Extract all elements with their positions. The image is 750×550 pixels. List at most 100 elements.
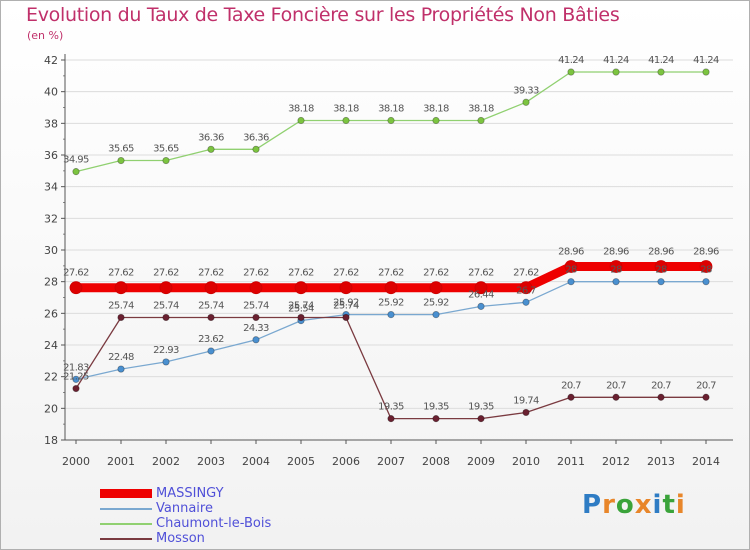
data-point-massingy: [429, 281, 443, 295]
logo-letter: o: [615, 490, 635, 520]
logo-letter: i: [675, 490, 686, 520]
legend-label: Mosson: [156, 531, 205, 546]
legend-label: Chaumont-le-Bois: [156, 516, 272, 531]
x-tick-label: 2004: [242, 455, 270, 468]
data-point-chaumont-le-bois: [162, 156, 170, 165]
data-label-chaumont-le-bois: 35.65: [153, 144, 179, 155]
data-label-massingy: 27.62: [288, 268, 314, 279]
data-label-vannaire: 25.54: [288, 304, 314, 315]
y-tick-label: 38: [44, 117, 58, 130]
chart-subtitle: (en %): [27, 29, 64, 42]
legend: MASSINGY Vannaire Chaumont-le-Bois Mosson: [100, 486, 271, 546]
data-point-vannaire: [702, 278, 710, 286]
x-tick-label: 2008: [422, 455, 450, 468]
legend-item-mosson: Mosson: [100, 531, 271, 546]
data-label-mosson: 19.74: [513, 395, 539, 406]
series-line-vannaire: [75, 281, 707, 381]
data-label-vannaire: 23.62: [198, 334, 224, 345]
data-label-vannaire: 22.48: [108, 352, 134, 363]
data-label-mosson: 25.74: [153, 300, 179, 311]
data-label-chaumont-le-bois: 38.18: [288, 103, 314, 114]
data-label-chaumont-le-bois: 38.18: [378, 103, 404, 114]
data-point-chaumont-le-bois: [297, 116, 305, 125]
data-label-vannaire: 22.93: [153, 345, 179, 356]
x-tick-label: 2007: [377, 455, 405, 468]
grid-lines: [65, 59, 733, 441]
data-point-massingy: [294, 281, 308, 295]
data-point-chaumont-le-bois: [612, 68, 620, 76]
data-point-chaumont-le-bois: [72, 168, 80, 176]
data-label-massingy: 27.62: [243, 268, 269, 279]
y-tick-label: 32: [44, 212, 58, 225]
data-point-massingy: [474, 281, 488, 295]
data-label-chaumont-le-bois: 41.24: [558, 55, 584, 66]
legend-swatch: [100, 507, 152, 510]
data-point-massingy: [609, 260, 623, 273]
data-label-vannaire: 25.92: [333, 298, 359, 309]
data-point-mosson: [477, 415, 485, 423]
data-label-chaumont-le-bois: 38.18: [468, 103, 494, 114]
data-label-mosson: 25.74: [333, 300, 359, 311]
legend-item-vannaire: Vannaire: [100, 501, 271, 516]
data-point-vannaire: [612, 278, 620, 286]
data-label-massingy: 27.62: [198, 268, 224, 279]
logo-letter: t: [662, 490, 676, 520]
logo-letter: i: [652, 490, 663, 520]
x-tick-label: 2003: [197, 455, 225, 468]
data-label-mosson: 19.35: [468, 402, 494, 413]
data-label-massingy: 28.96: [603, 246, 629, 257]
y-tick-label: 34: [44, 181, 58, 194]
data-label-vannaire: 28: [700, 265, 712, 276]
data-point-massingy: [384, 281, 398, 295]
x-tick-label: 2011: [557, 455, 585, 468]
data-label-chaumont-le-bois: 38.18: [423, 103, 449, 114]
data-point-chaumont-le-bois: [477, 116, 485, 125]
y-tick-labels: 18 20 22 24 26 28 30 32 34 36 38 40 42: [44, 54, 58, 447]
data-label-mosson: 21.25: [63, 372, 89, 383]
data-point-vannaire: [567, 278, 575, 286]
data-label-massingy: 27.62: [333, 268, 359, 279]
x-tick-label: 2000: [62, 455, 90, 468]
legend-item-chaumont-le-bois: Chaumont-le-Bois: [100, 516, 271, 531]
axes: [61, 54, 733, 444]
series-points: [69, 68, 713, 423]
data-point-mosson: [567, 393, 575, 401]
data-point-mosson: [207, 313, 215, 322]
legend-swatch: [100, 537, 152, 540]
data-point-massingy: [159, 281, 173, 295]
data-label-vannaire: 28: [565, 265, 577, 276]
x-tick-label: 2012: [602, 455, 630, 468]
y-tick-label: 18: [44, 434, 58, 447]
data-label-mosson: 20.7: [651, 380, 671, 391]
data-label-mosson: 25.74: [243, 300, 269, 311]
data-label-mosson: 19.35: [378, 402, 404, 413]
data-point-mosson: [387, 415, 395, 423]
y-tick-label: 24: [44, 339, 58, 352]
data-label-massingy: 27.62: [423, 268, 449, 279]
data-point-vannaire: [117, 365, 125, 373]
data-label-vannaire: 26.44: [468, 289, 494, 300]
data-label-mosson: 25.74: [198, 300, 224, 311]
data-label-chaumont-le-bois: 36.36: [243, 132, 269, 143]
y-tick-label: 28: [44, 276, 58, 289]
legend-swatch: [100, 522, 152, 525]
data-label-massingy: 28.96: [648, 246, 674, 257]
data-point-mosson: [657, 393, 665, 401]
data-label-chaumont-le-bois: 41.24: [648, 55, 674, 66]
y-tick-label: 20: [44, 402, 58, 415]
data-point-chaumont-le-bois: [522, 98, 530, 106]
data-label-mosson: 25.74: [108, 300, 134, 311]
data-point-mosson: [342, 313, 350, 322]
data-label-vannaire: 21.83: [63, 362, 89, 373]
data-label-mosson: 19.35: [423, 402, 449, 413]
data-label-massingy: 28.96: [693, 246, 719, 257]
data-point-mosson: [612, 393, 620, 401]
data-label-chaumont-le-bois: 38.18: [333, 103, 359, 114]
data-label-massingy: 27.62: [513, 268, 539, 279]
data-label-massingy: 27.62: [378, 268, 404, 279]
x-tick-label: 2009: [467, 455, 495, 468]
chart-title: Evolution du Taux de Taxe Foncière sur l…: [26, 4, 620, 26]
legend-swatch: [100, 489, 152, 498]
data-label-massingy: 27.62: [108, 268, 134, 279]
